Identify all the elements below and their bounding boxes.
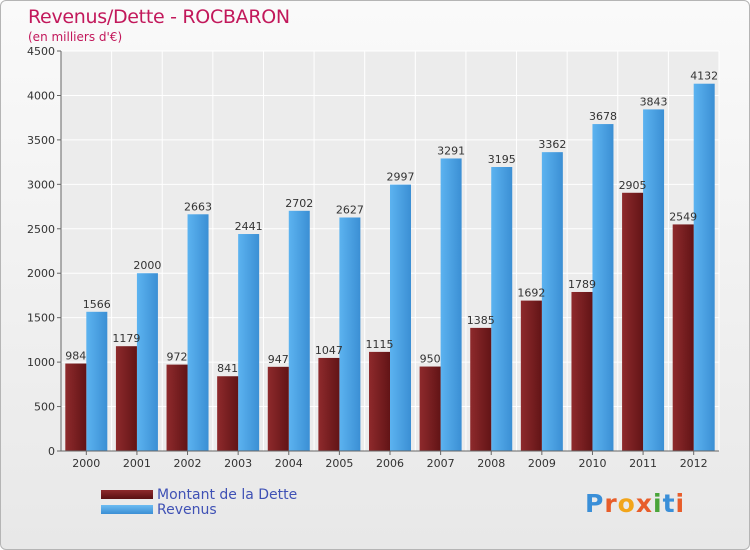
- bar-debt: [217, 376, 239, 451]
- legend-item-revenue: Revenus: [101, 501, 297, 518]
- bar-revenue: [136, 273, 158, 451]
- bar-revenue: [693, 83, 715, 451]
- axes: 0 500 1000 1500 2000 2500 3000 3500 4000 4500 2000…: [27, 45, 719, 470]
- y-tick-label: 1000: [27, 356, 55, 369]
- y-tick-label: 2500: [27, 223, 55, 236]
- bar-revenue: [339, 217, 361, 451]
- bar-debt: [115, 346, 137, 451]
- bar-revenue: [541, 152, 563, 451]
- legend-label-revenue: Revenus: [157, 501, 217, 518]
- data-label-revenue: 3362: [538, 138, 566, 151]
- data-label-revenue: 2663: [184, 200, 212, 213]
- x-tick-label: 2002: [174, 457, 202, 470]
- data-label-debt: 1692: [517, 287, 545, 300]
- y-tick-label: 0: [48, 445, 55, 458]
- bar-debt: [622, 192, 644, 451]
- bar-revenue: [390, 184, 411, 451]
- data-label-debt: 1047: [315, 344, 343, 357]
- x-tick-label: 2003: [224, 457, 252, 470]
- logo-letter: t: [662, 489, 676, 518]
- bar-debt: [267, 366, 289, 451]
- bar-debt: [520, 300, 542, 451]
- legend-item-debt: Montant de la Dette: [101, 486, 298, 503]
- data-label-revenue: 3195: [488, 153, 516, 166]
- data-label-debt: 950: [420, 353, 441, 366]
- bar-debt: [318, 357, 340, 451]
- x-tick-label: 2000: [72, 457, 100, 470]
- data-label-debt: 947: [268, 353, 289, 366]
- bar-revenue: [643, 109, 665, 452]
- data-label-revenue: 3843: [640, 95, 668, 108]
- data-label-debt: 972: [167, 351, 188, 364]
- x-tick-label: 2001: [123, 457, 151, 470]
- chart-subtitle: (en milliers d'€): [28, 30, 123, 44]
- bar-debt: [672, 224, 694, 451]
- bar-debt: [470, 327, 492, 451]
- data-label-debt: 984: [65, 350, 86, 363]
- bar-debt: [571, 291, 593, 451]
- chart-title: Revenus/Dette - ROCBARON: [28, 6, 290, 28]
- data-label-debt: 2549: [669, 210, 697, 223]
- data-label-debt: 1385: [467, 314, 495, 327]
- x-tick-label: 2011: [629, 457, 657, 470]
- y-tick-label: 500: [34, 401, 55, 414]
- bar-revenue: [491, 167, 513, 451]
- data-label-debt: 841: [217, 362, 238, 375]
- data-label-revenue: 3678: [589, 110, 617, 123]
- data-label-debt: 2905: [619, 179, 647, 192]
- logo-letter: i: [653, 489, 663, 518]
- bar-revenue: [187, 214, 209, 451]
- data-label-revenue: 2441: [235, 220, 263, 233]
- bar-revenue: [592, 124, 614, 452]
- data-label-revenue: 2627: [336, 203, 364, 216]
- logo-letter: i: [675, 489, 686, 518]
- logo-letter: o: [617, 489, 636, 518]
- bar-revenue: [86, 311, 108, 451]
- y-tick-label: 1500: [27, 312, 55, 325]
- y-tick-label: 4500: [27, 45, 55, 58]
- y-tick-label: 3000: [27, 178, 55, 191]
- x-tick-label: 2010: [578, 457, 606, 470]
- x-tick-label: 2008: [477, 457, 505, 470]
- x-tick-label: 2004: [275, 457, 303, 470]
- logo-letter: P: [585, 489, 605, 518]
- data-label-revenue: 1566: [83, 298, 111, 311]
- x-tick-label: 2005: [325, 457, 353, 470]
- data-label-debt: 1789: [568, 278, 596, 291]
- bar-debt: [166, 364, 188, 451]
- y-tick-label: 3500: [27, 134, 55, 147]
- x-tick-label: 2012: [680, 457, 708, 470]
- legend-label-debt: Montant de la Dette: [157, 486, 298, 503]
- data-label-debt: 1179: [112, 332, 140, 345]
- data-label-revenue: 4132: [690, 70, 718, 83]
- data-label-revenue: 2997: [387, 171, 415, 184]
- logo-letter: r: [604, 489, 618, 518]
- bar-revenue: [440, 158, 462, 451]
- proxiti-logo: Proxiti: [585, 489, 685, 518]
- legend-swatch-debt: [101, 490, 153, 499]
- logo-letter: x: [635, 489, 653, 518]
- bar-debt: [369, 351, 390, 451]
- x-tick-label: 2009: [528, 457, 556, 470]
- data-label-revenue: 3291: [437, 144, 465, 157]
- bars: [65, 83, 715, 452]
- data-label-debt: 1115: [366, 338, 394, 351]
- y-tick-label: 4000: [27, 89, 55, 102]
- legend: Montant de la Dette Revenus: [101, 486, 298, 518]
- data-label-revenue: 2702: [285, 197, 313, 210]
- data-labels: 1566 984 2000 1179 2663 972 2441 841 2702 947 2627…: [65, 70, 718, 376]
- bar-debt: [419, 366, 441, 451]
- x-tick-label: 2007: [427, 457, 455, 470]
- legend-swatch-revenue: [101, 505, 153, 514]
- bar-revenue: [288, 210, 310, 451]
- y-tick-label: 2000: [27, 267, 55, 280]
- x-tick-label: 2006: [376, 457, 404, 470]
- data-label-revenue: 2000: [133, 259, 161, 272]
- bar-revenue: [238, 234, 260, 451]
- bar-debt: [65, 363, 87, 451]
